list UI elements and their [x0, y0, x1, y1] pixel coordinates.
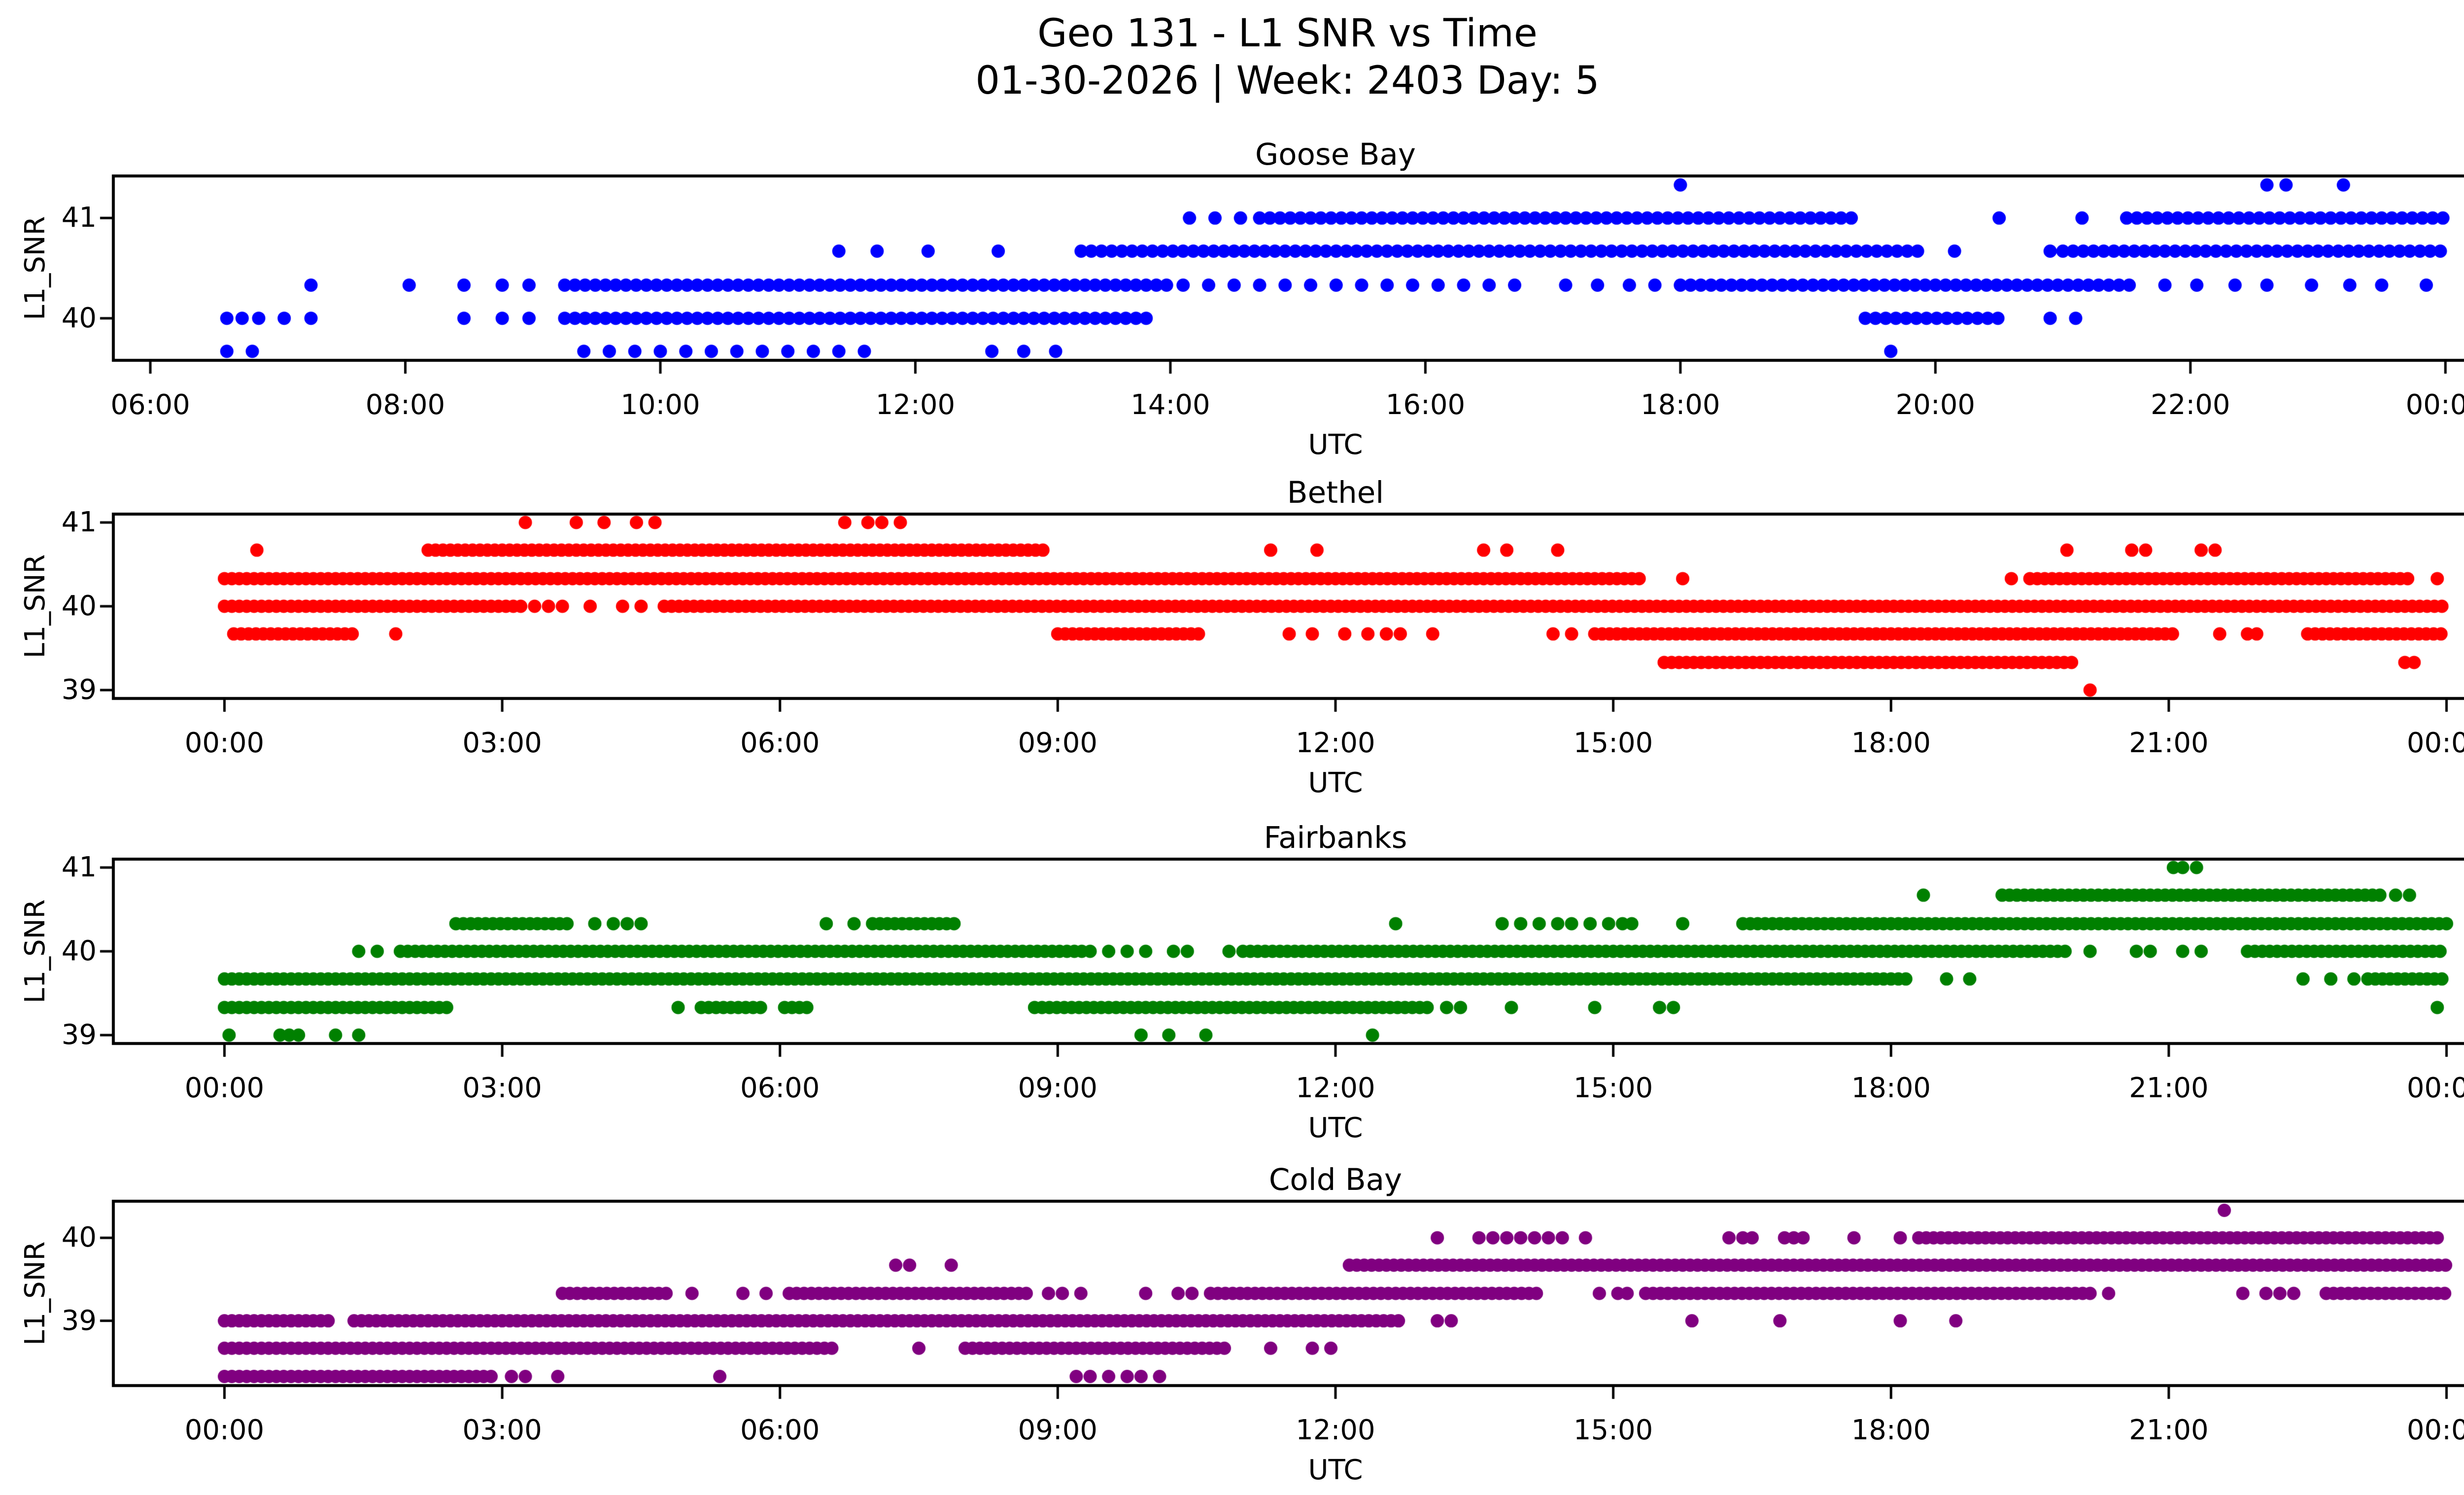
x-tick-label: 18:00 — [1851, 727, 1931, 759]
x-tick-label: 00:00 — [184, 1414, 265, 1446]
y-tick-label: 39 — [61, 1304, 97, 1337]
x-tick-label: 09:00 — [1018, 1072, 1098, 1104]
x-tick-label: 00:00 — [2406, 1414, 2464, 1446]
x-tick-label: 06:00 — [740, 727, 820, 759]
x-tick-label: 00:00 — [184, 1072, 265, 1104]
x-tick-label: 08:00 — [365, 389, 445, 421]
subplot-title: Bethel — [1287, 475, 1384, 510]
y-tick-label: 40 — [61, 1221, 97, 1254]
x-axis-label: UTC — [1308, 1112, 1363, 1144]
x-tick-label: 14:00 — [1130, 389, 1210, 421]
figure-title-line1: Geo 131 - L1 SNR vs Time — [1037, 11, 1538, 56]
y-tick-label: 39 — [61, 1019, 97, 1051]
x-tick-label: 15:00 — [1573, 1072, 1653, 1104]
x-tick-label: 06:00 — [110, 389, 190, 421]
x-tick-label: 03:00 — [462, 1414, 542, 1446]
y-tick-label: 40 — [61, 590, 97, 622]
y-tick-label: 39 — [61, 674, 97, 706]
x-tick-label: 15:00 — [1573, 727, 1653, 759]
x-tick-label: 12:00 — [1296, 1072, 1375, 1104]
x-tick-label: 15:00 — [1573, 1414, 1653, 1446]
x-tick-label: 16:00 — [1385, 389, 1466, 421]
x-tick-label: 00:00 — [2405, 389, 2464, 421]
x-tick-label: 12:00 — [875, 389, 956, 421]
x-tick-label: 03:00 — [462, 1072, 542, 1104]
x-tick-label: 18:00 — [1851, 1414, 1931, 1446]
x-tick-label: 12:00 — [1296, 727, 1375, 759]
x-tick-label: 22:00 — [2151, 389, 2230, 421]
subplot-title: Cold Bay — [1268, 1162, 1403, 1197]
x-tick-label: 12:00 — [1296, 1414, 1375, 1446]
x-tick-label: 09:00 — [1018, 1414, 1098, 1446]
x-axis-label: UTC — [1308, 1454, 1363, 1486]
x-axis-label: UTC — [1308, 429, 1363, 461]
y-tick-label: 41 — [61, 506, 97, 538]
x-tick-label: 20:00 — [1895, 389, 1976, 421]
y-tick-label: 40 — [61, 302, 97, 334]
y-tick-label: 41 — [61, 851, 97, 883]
y-tick-label: 40 — [61, 935, 97, 967]
y-tick-label: 41 — [61, 202, 97, 234]
x-tick-label: 00:00 — [184, 727, 265, 759]
figure-title-line2: 01-30-2026 | Week: 2403 Day: 5 — [975, 59, 1600, 103]
subplot-title: Goose Bay — [1255, 137, 1416, 172]
x-tick-label: 06:00 — [740, 1072, 820, 1104]
x-tick-label: 18:00 — [1641, 389, 1720, 421]
x-tick-label: 21:00 — [2129, 1414, 2209, 1446]
x-tick-label: 03:00 — [462, 727, 542, 759]
x-tick-label: 21:00 — [2129, 1072, 2209, 1104]
x-tick-label: 09:00 — [1018, 727, 1098, 759]
x-tick-label: 21:00 — [2129, 727, 2209, 759]
x-axis-label: UTC — [1308, 767, 1363, 799]
subplot-title: Fairbanks — [1264, 820, 1407, 855]
x-tick-label: 18:00 — [1851, 1072, 1931, 1104]
x-tick-label: 10:00 — [620, 389, 700, 421]
x-tick-label: 06:00 — [740, 1414, 820, 1446]
x-tick-label: 00:00 — [2406, 727, 2464, 759]
x-tick-label: 00:00 — [2406, 1072, 2464, 1104]
